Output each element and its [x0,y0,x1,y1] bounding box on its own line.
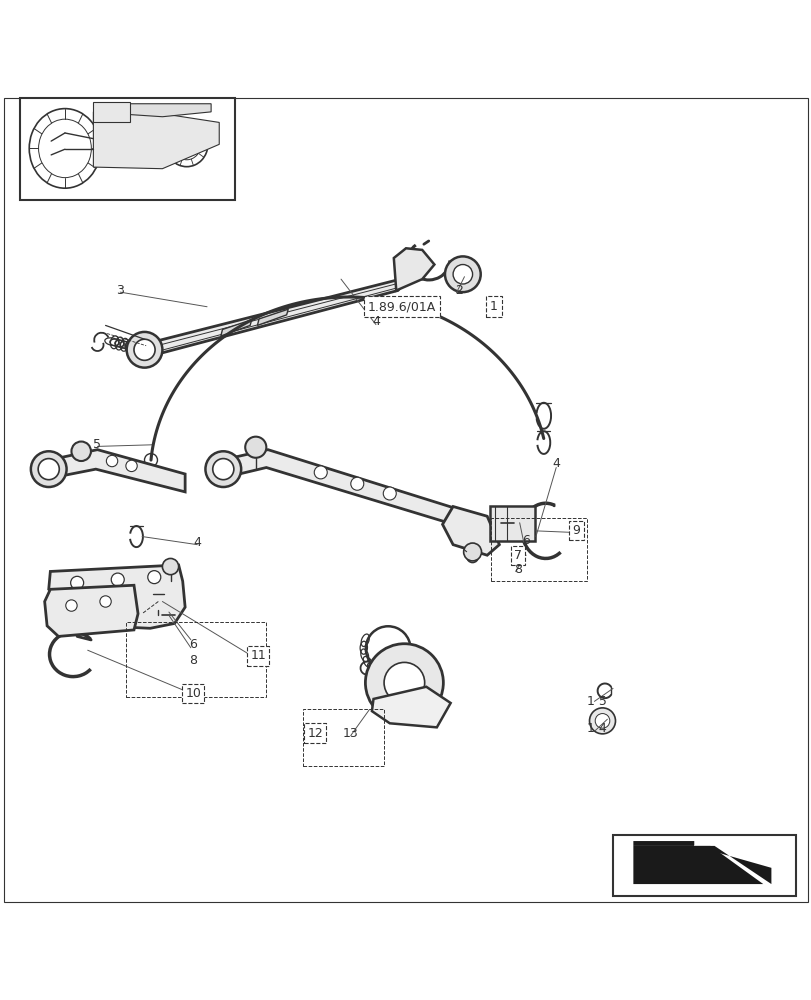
Circle shape [71,576,84,589]
Polygon shape [633,841,770,884]
Polygon shape [371,687,450,727]
Circle shape [245,437,266,458]
Text: 1: 1 [489,300,497,313]
Polygon shape [134,277,410,360]
Text: 1 4: 1 4 [586,722,606,735]
Polygon shape [45,585,138,636]
Bar [303,709,384,766]
Text: 4: 4 [193,536,201,549]
Circle shape [444,256,480,292]
Circle shape [365,644,443,722]
Text: 4: 4 [371,315,380,328]
Circle shape [314,466,327,479]
Circle shape [384,662,424,703]
Circle shape [66,600,77,611]
Circle shape [589,708,615,734]
Circle shape [350,477,363,490]
Text: 7: 7 [513,549,521,562]
Text: 6: 6 [189,638,197,651]
Circle shape [463,543,481,561]
Text: 8: 8 [189,654,197,667]
Circle shape [162,558,178,575]
Circle shape [106,455,118,467]
Text: 9: 9 [572,524,580,537]
Text: 11: 11 [250,649,266,662]
Circle shape [126,460,137,472]
Text: 5: 5 [93,438,101,451]
Text: 10: 10 [185,687,201,700]
Circle shape [127,332,162,368]
Circle shape [594,714,609,728]
Polygon shape [215,450,458,526]
Circle shape [453,265,472,284]
Circle shape [31,451,67,487]
Circle shape [111,573,124,586]
Polygon shape [49,565,185,628]
Bar [490,506,534,541]
Circle shape [38,459,59,480]
Text: 2: 2 [454,284,462,297]
Text: 4: 4 [551,457,560,470]
Circle shape [134,339,155,360]
Text: 1 5: 1 5 [586,695,606,708]
Bar [612,835,795,896]
Polygon shape [42,450,185,492]
Polygon shape [126,104,211,117]
Polygon shape [221,320,251,336]
Circle shape [148,571,161,584]
Polygon shape [93,112,219,169]
Polygon shape [93,102,130,122]
Bar [491,518,586,581]
Bar [126,622,265,697]
Bar [20,98,235,200]
Circle shape [205,451,241,487]
Polygon shape [257,309,288,325]
Text: 12: 12 [307,727,323,740]
Text: 13: 13 [342,727,358,740]
Polygon shape [442,506,499,555]
Polygon shape [633,846,762,884]
Circle shape [212,459,234,480]
Text: 8: 8 [513,563,521,576]
Circle shape [144,454,157,467]
Circle shape [71,442,91,461]
Text: 6: 6 [521,534,530,547]
Text: 1.89.6/01A: 1.89.6/01A [367,300,436,313]
Text: 3: 3 [116,284,124,297]
Circle shape [100,596,111,607]
Polygon shape [393,248,434,291]
Circle shape [383,487,396,500]
